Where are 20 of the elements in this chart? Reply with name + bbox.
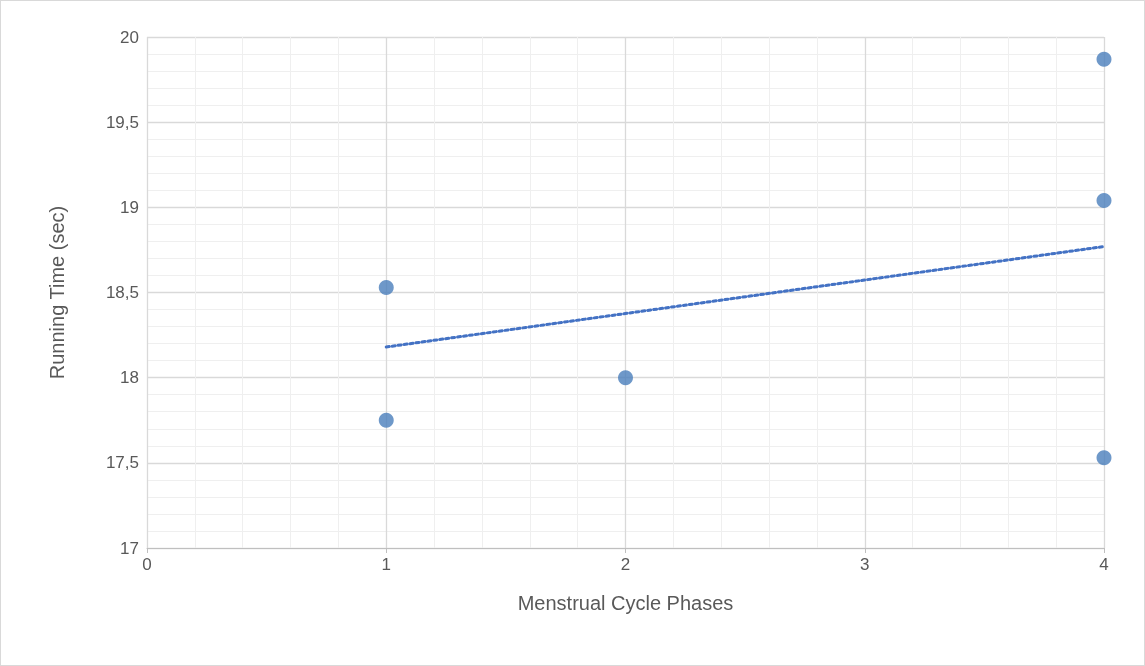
x-axis-title: Menstrual Cycle Phases <box>517 592 734 614</box>
point <box>1096 51 1112 67</box>
y-tick-label: 17,5 <box>105 453 139 473</box>
y-axis-title: Running Time (sec) <box>46 205 68 380</box>
x-tick-label: 3 <box>860 555 870 574</box>
point <box>378 279 394 295</box>
point <box>1096 450 1112 466</box>
point <box>618 370 633 386</box>
x-tick-label: 2 <box>620 555 631 574</box>
point <box>378 412 394 428</box>
y-tick-label: 19,5 <box>105 112 139 132</box>
y-tick-label: 18,5 <box>105 283 139 302</box>
x-tick-label: 0 <box>142 555 152 574</box>
x-tick-label: 1 <box>381 555 391 574</box>
y-tick-label: 19 <box>120 197 139 217</box>
y-tick-label: 20 <box>120 27 139 47</box>
x-tick-label: 4 <box>1099 555 1109 574</box>
point <box>1096 193 1112 209</box>
y-tick-label: 17 <box>120 538 139 558</box>
y-tick-label: 18 <box>120 368 139 388</box>
